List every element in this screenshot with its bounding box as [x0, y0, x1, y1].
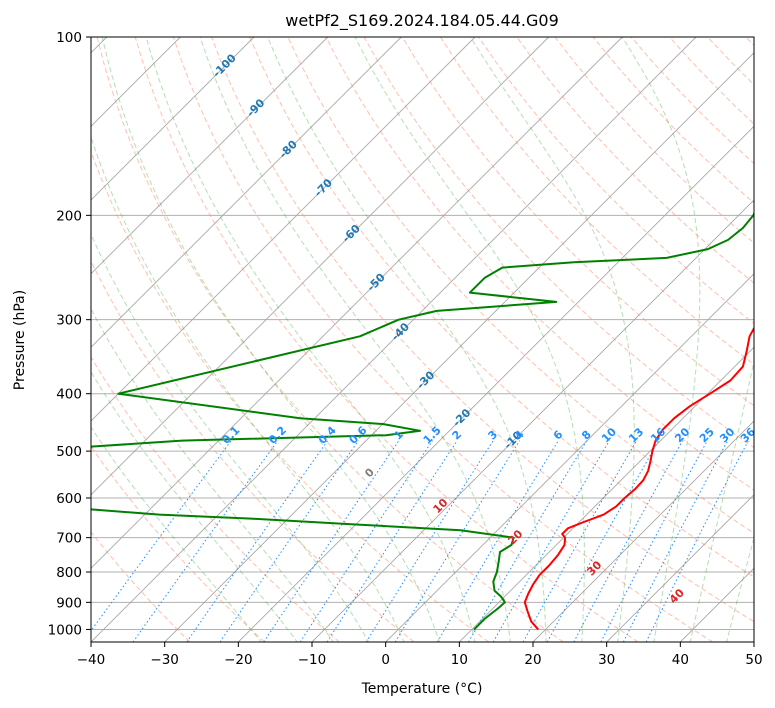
background-lines — [91, 37, 754, 642]
dry-adiabat-line — [401, 37, 754, 407]
dry-adiabat-line — [172, 37, 713, 642]
mixing-ratio-line — [326, 440, 458, 642]
y-tick-label: 500 — [56, 444, 82, 460]
mixing-ratio-line — [492, 440, 610, 642]
dry-adiabat-line — [91, 531, 191, 642]
dewpoint-profile-line — [91, 210, 754, 631]
moist-adiabat-line — [621, 37, 701, 642]
mixing-ratio-line — [299, 440, 433, 642]
moist-adiabat-line — [91, 426, 262, 642]
mixing-ratio-line — [132, 440, 279, 642]
moist-adiabat-line — [91, 232, 370, 642]
dry-adiabat-line — [211, 37, 754, 623]
mixing-ratio-line — [186, 440, 329, 642]
profile-lines — [91, 210, 754, 631]
mixing-ratio-line — [263, 440, 400, 642]
moist-adiabat-line — [91, 135, 405, 642]
y-tick-label: 300 — [56, 313, 82, 329]
dry-adiabat-line — [516, 37, 754, 284]
y-tick-label: 200 — [56, 208, 82, 224]
dry-adiabat-line — [91, 259, 415, 642]
moist-adiabat-line — [91, 308, 334, 642]
mixing-ratio-line — [436, 440, 559, 642]
y-tick-label: 400 — [56, 387, 82, 403]
y-tick-label: 900 — [56, 595, 82, 611]
isotherm-line — [91, 37, 550, 496]
moist-adiabat-line — [267, 37, 547, 642]
mixing-ratio-line — [91, 440, 232, 632]
x-axis-label: Temperature (°C) — [361, 681, 483, 697]
moist-adiabat-line — [145, 37, 476, 642]
y-tick-label: 100 — [56, 30, 82, 46]
axis-ticks: −40 −30 −20 −10 0 10 20 30 40 50 100 200 300 400 500 60… — [48, 30, 763, 668]
isotherm-line — [458, 346, 754, 642]
x-tick-label: −10 — [298, 652, 327, 668]
dry-adiabat-line — [134, 37, 639, 642]
mixing-ratio-line — [394, 440, 521, 642]
dry-adiabat-line — [91, 356, 340, 642]
x-tick-label: 30 — [598, 652, 615, 668]
y-tick-label: 800 — [56, 565, 82, 581]
isotherm-line — [606, 494, 754, 642]
x-tick-label: −40 — [77, 652, 106, 668]
isotherm-line — [91, 37, 329, 275]
plot-frame — [90, 36, 755, 643]
y-axis-label: Pressure (hPa) — [12, 290, 28, 390]
moist-adiabat-line — [101, 37, 441, 642]
isotherm-line — [91, 37, 402, 348]
dry-adiabat-line — [91, 445, 265, 642]
chart-title: wetPf2_S169.2024.184.05.44.G09 — [285, 11, 559, 31]
isotherm-line — [91, 37, 476, 422]
x-tick-label: −20 — [224, 652, 253, 668]
mixing-ratio-line — [546, 440, 660, 642]
y-tick-label: 700 — [56, 531, 82, 547]
moist-adiabat-line — [726, 536, 754, 642]
dry-adiabat-line — [249, 37, 754, 578]
x-tick-label: 10 — [451, 652, 468, 668]
mixing-ratio-line — [468, 440, 588, 642]
mixing-ratio-line — [365, 440, 494, 642]
dry-adiabat-line — [439, 37, 754, 366]
x-tick-label: −30 — [150, 652, 179, 668]
y-tick-label: 600 — [56, 491, 82, 507]
dry-adiabat-line — [96, 37, 564, 642]
isotherm-line — [532, 420, 754, 642]
x-tick-label: 40 — [672, 652, 689, 668]
isotherm-line — [91, 37, 623, 569]
moist-adiabat-line — [470, 37, 635, 642]
isotherm-line — [385, 273, 754, 642]
y-tick-label: 1000 — [48, 622, 82, 638]
dry-adiabat-line — [91, 150, 489, 642]
isotherm-line — [91, 37, 255, 201]
isotherm-line — [91, 37, 697, 642]
x-tick-label: 0 — [381, 652, 390, 668]
moist-adiabat-line — [689, 358, 754, 642]
x-tick-label: 50 — [745, 652, 762, 668]
isotherm-line — [164, 52, 754, 642]
temperature-profile-line — [523, 326, 754, 631]
x-tick-label: 20 — [524, 652, 541, 668]
mixing-ratio-line — [573, 440, 684, 642]
mixing-ratio-line — [522, 440, 638, 642]
isotherm-line — [237, 125, 754, 642]
dry-adiabat-line — [325, 37, 754, 491]
mixing-ratio-line — [645, 440, 749, 642]
